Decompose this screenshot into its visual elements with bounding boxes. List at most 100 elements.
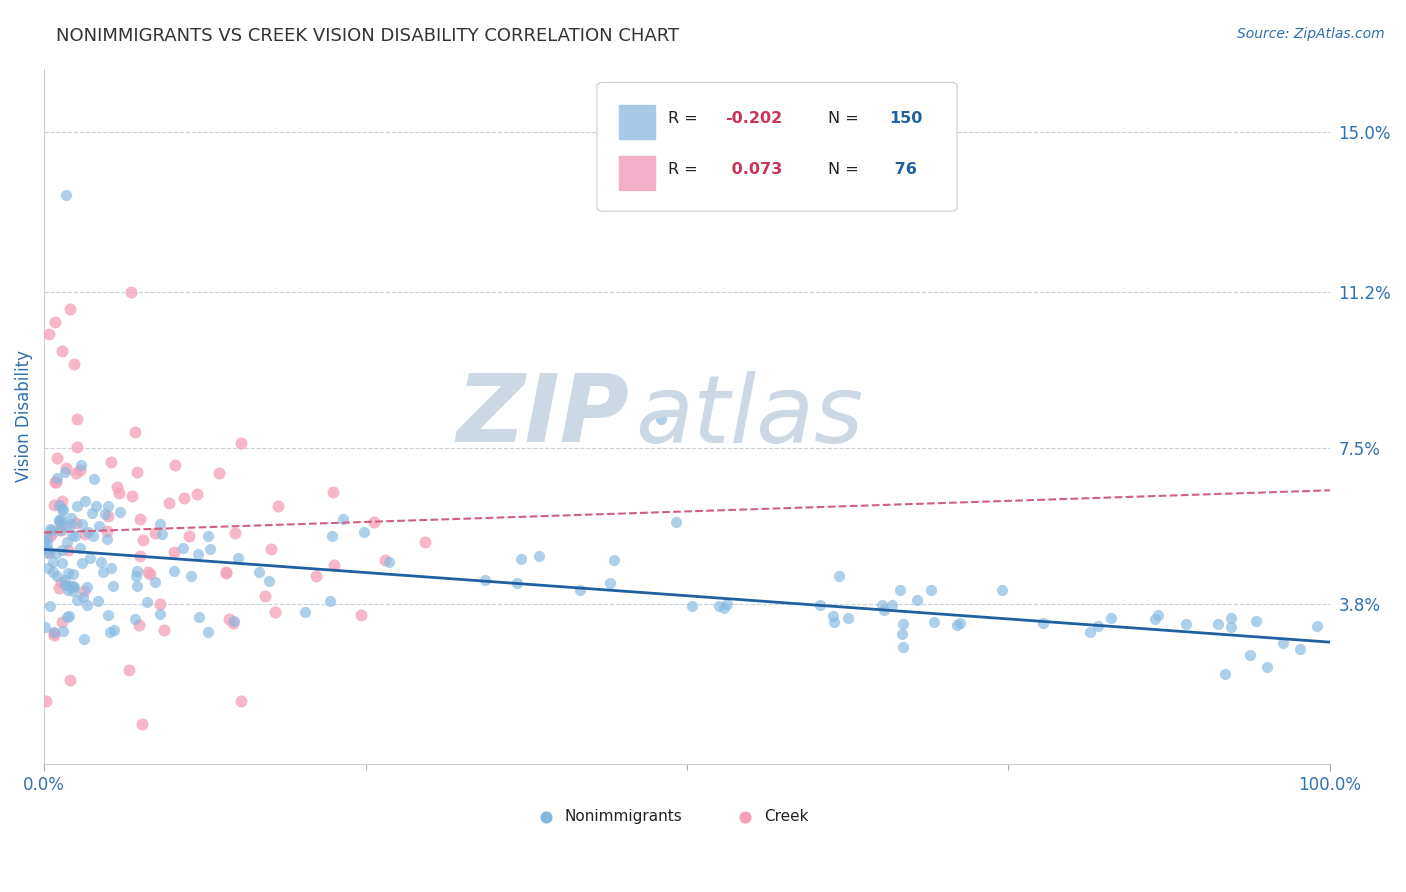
Point xyxy=(188,610,211,624)
Point xyxy=(38,761,60,775)
Point xyxy=(319,594,342,608)
Point xyxy=(1220,610,1243,624)
Point xyxy=(42,498,65,512)
Text: ZIP: ZIP xyxy=(457,370,628,462)
Point xyxy=(124,612,146,626)
Point xyxy=(1174,616,1197,631)
Point xyxy=(66,592,89,607)
Point xyxy=(100,560,122,574)
Point xyxy=(198,541,221,556)
Point xyxy=(94,507,117,521)
Point xyxy=(48,498,70,512)
Point xyxy=(70,458,93,472)
Point xyxy=(59,301,82,316)
Point xyxy=(374,553,396,567)
Point xyxy=(208,466,231,480)
Point xyxy=(823,615,845,630)
Point xyxy=(49,511,72,525)
Text: R =: R = xyxy=(668,112,703,126)
Point xyxy=(49,523,72,537)
Point xyxy=(101,579,124,593)
Point xyxy=(163,565,186,579)
Point xyxy=(837,610,859,624)
Point xyxy=(125,465,148,479)
Point xyxy=(51,344,73,359)
Bar xyxy=(619,156,655,190)
Point xyxy=(51,615,73,630)
Point xyxy=(76,598,98,612)
Point xyxy=(149,517,172,532)
Point xyxy=(69,463,91,477)
Point xyxy=(1306,619,1329,633)
Point xyxy=(215,565,238,579)
Point xyxy=(75,527,97,541)
Point xyxy=(128,512,150,526)
Point xyxy=(63,580,86,594)
Point xyxy=(58,566,80,580)
Point xyxy=(131,717,153,731)
Point xyxy=(69,541,91,556)
Point xyxy=(125,565,148,579)
Point xyxy=(38,599,60,613)
Point xyxy=(60,528,83,542)
Point xyxy=(870,598,893,612)
Point xyxy=(42,627,65,641)
Point xyxy=(221,616,243,631)
Point xyxy=(378,555,401,569)
Point xyxy=(75,494,97,508)
Point xyxy=(186,487,208,501)
Point xyxy=(121,490,143,504)
Point xyxy=(44,475,66,490)
Bar xyxy=(619,105,655,139)
Point xyxy=(821,608,844,623)
Point xyxy=(96,532,118,546)
Point xyxy=(48,581,70,595)
Point xyxy=(321,529,343,543)
Point xyxy=(1272,635,1295,649)
Point xyxy=(35,694,58,708)
Point xyxy=(37,545,59,559)
Point xyxy=(603,553,626,567)
Point xyxy=(53,466,76,480)
Point xyxy=(349,607,371,622)
Point xyxy=(32,534,55,549)
Point xyxy=(62,579,84,593)
Point xyxy=(222,614,245,628)
Point xyxy=(97,499,120,513)
Point xyxy=(51,556,73,570)
Point xyxy=(229,694,252,708)
Point xyxy=(413,535,436,549)
Point xyxy=(38,522,60,536)
Point xyxy=(98,625,121,640)
Text: 150: 150 xyxy=(889,112,922,126)
Point xyxy=(197,529,219,543)
Point xyxy=(1078,625,1101,640)
Point xyxy=(949,615,972,630)
Point xyxy=(96,524,118,539)
Point xyxy=(305,569,328,583)
Point xyxy=(139,566,162,581)
Point xyxy=(891,627,914,641)
Point xyxy=(1143,612,1166,626)
Point xyxy=(120,285,142,299)
Point xyxy=(34,620,56,634)
Point xyxy=(128,618,150,632)
Text: Source: ZipAtlas.com: Source: ZipAtlas.com xyxy=(1237,27,1385,41)
Point xyxy=(51,543,73,558)
Point xyxy=(66,440,89,454)
Point xyxy=(229,436,252,450)
Point xyxy=(83,472,105,486)
Point xyxy=(224,526,246,541)
Point xyxy=(172,541,194,555)
Point xyxy=(89,519,111,533)
Point xyxy=(332,512,354,526)
Point xyxy=(37,561,59,575)
Point xyxy=(45,546,67,560)
Point xyxy=(568,583,591,598)
Point xyxy=(990,583,1012,598)
Point xyxy=(650,411,672,425)
Point xyxy=(294,605,316,619)
Point xyxy=(41,523,63,537)
Point xyxy=(149,607,172,621)
Text: R =: R = xyxy=(668,162,703,177)
